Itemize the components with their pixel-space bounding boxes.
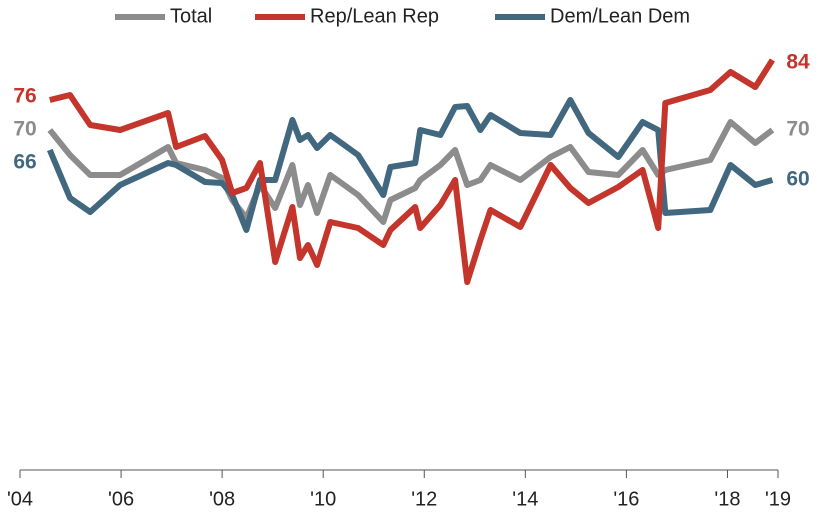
x-tick-label: '14	[512, 488, 538, 510]
end-value-label: 60	[786, 168, 809, 191]
start-value-label: 76	[13, 85, 36, 108]
start-value-label: 66	[13, 151, 36, 174]
x-tick-label: '18	[714, 488, 740, 510]
legend-label: Dem/Lean Dem	[550, 5, 690, 27]
series-line	[49, 58, 775, 285]
legend-label: Total	[170, 5, 212, 27]
x-tick-label: '16	[613, 488, 639, 510]
x-tick-label: '19	[765, 488, 791, 510]
x-tick-label: '04	[7, 488, 33, 510]
start-value-label: 70	[13, 118, 36, 141]
x-tick-label: '06	[108, 488, 134, 510]
x-tick-label: '10	[310, 488, 336, 510]
series-line	[47, 119, 775, 225]
legend-label: Rep/Lean Rep	[310, 5, 439, 27]
x-tick-label: '08	[209, 488, 235, 510]
end-value-label: 70	[786, 118, 809, 141]
end-value-label: 84	[786, 51, 810, 74]
series-line	[47, 97, 774, 233]
x-tick-label: '12	[411, 488, 437, 510]
